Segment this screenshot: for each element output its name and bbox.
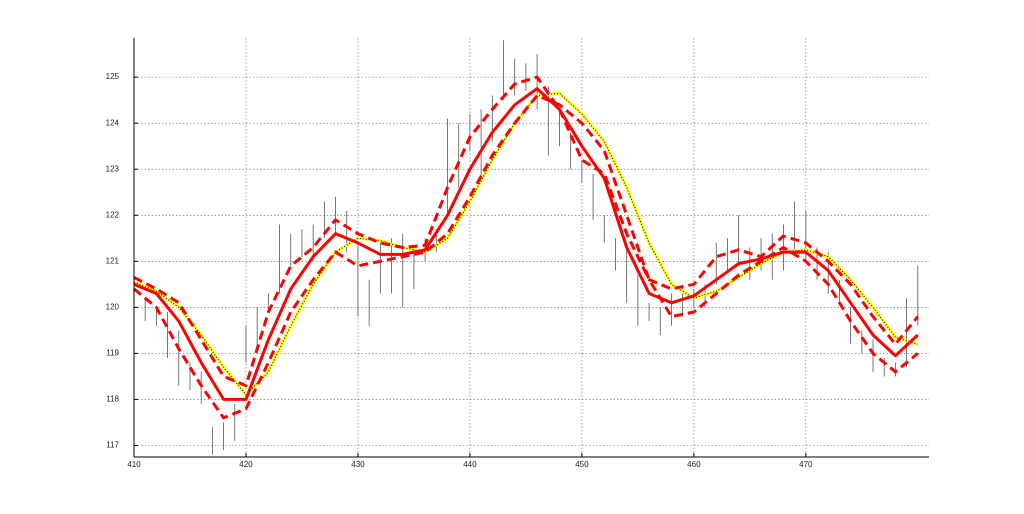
x-tick-label: 430 (351, 460, 365, 469)
y-tick-label: 117 (106, 441, 119, 450)
series-line (133, 75, 919, 388)
y-tick-label: 123 (106, 164, 120, 173)
series-line (133, 94, 919, 420)
y-tick-label: 119 (106, 349, 119, 358)
y-tick-label: 121 (106, 256, 120, 265)
x-tick-label: 410 (127, 460, 141, 469)
x-tick-label: 460 (687, 460, 701, 469)
y-tick-label: 125 (106, 72, 120, 81)
y-tick-label: 120 (106, 302, 120, 311)
x-tick-label: 420 (239, 460, 253, 469)
series-line-overlay (133, 92, 918, 396)
x-tick-label: 470 (799, 460, 813, 469)
series-line (133, 91, 919, 397)
y-tick-label: 118 (106, 395, 119, 404)
y-tick-label: 124 (106, 118, 120, 127)
x-tick-label: 450 (575, 460, 589, 469)
series-line (133, 87, 919, 401)
y-tick-label: 122 (106, 210, 120, 219)
x-tick-label: 440 (463, 460, 477, 469)
